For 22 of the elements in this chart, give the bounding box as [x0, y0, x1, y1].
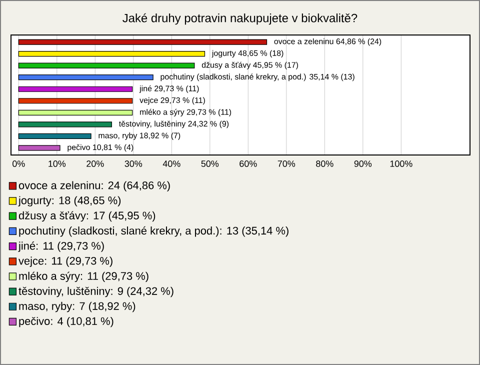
legend-label: mléko a sýry: 11 (29,73 %)	[19, 272, 148, 282]
x-tick-label: 90%	[354, 160, 372, 167]
legend-label: jiné: 11 (29,73 %)	[18, 242, 104, 252]
x-tick-label: 20%	[86, 160, 104, 167]
x-tick-label: 50%	[201, 160, 219, 167]
legend-label: ovoce a zeleninu: 24 (64,86 %)	[18, 181, 170, 192]
legend-label: pečivo: 4 (10,81 %)	[19, 316, 114, 328]
x-tick-label: 10%	[48, 160, 66, 167]
legend-label: džusy a šťávy: 17 (45,95 %)	[18, 211, 156, 222]
chart-title: Jaké druhy potravin nakupujete v biokvalitě?	[122, 13, 358, 25]
legend-label: těstoviny, luštěniny: 9 (24,32 %)	[18, 286, 174, 298]
x-tick-label: 40%	[162, 160, 180, 167]
legend-label: jogurty: 18 (48,65 %)	[18, 196, 121, 206]
x-tick-label: 60%	[240, 160, 257, 167]
legend-label: pochutiny (sladkosti, slané krekry, a pod.): 13 (35,14 %)	[19, 226, 288, 237]
x-tick-label: 100%	[390, 160, 412, 167]
x-tick-label: 80%	[316, 160, 334, 167]
x-tick-label: 30%	[124, 160, 142, 167]
x-tick-label: 70%	[278, 160, 296, 167]
legend-label: vejce: 11 (29,73 %)	[18, 256, 112, 267]
x-tick-label: 0%	[12, 160, 25, 167]
legend-label: maso, ryby: 7 (18,92 %)	[19, 302, 136, 312]
